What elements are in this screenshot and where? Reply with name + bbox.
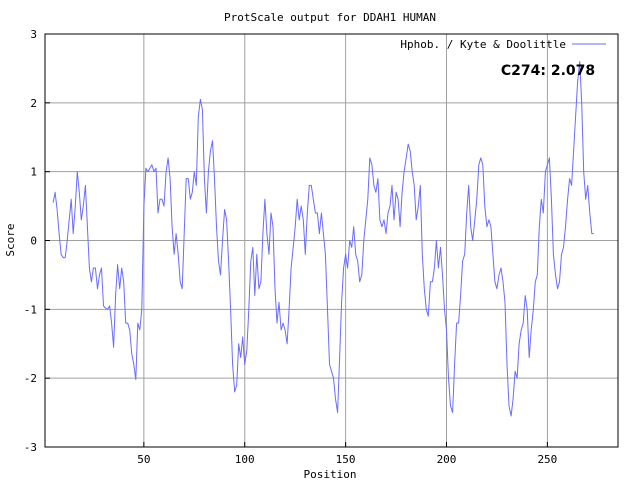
x-tick-label: 250 — [537, 453, 557, 466]
y-tick-label: -1 — [24, 303, 37, 316]
legend-entry-label: Hphob. / Kyte & Doolittle — [400, 38, 566, 51]
y-tick-label: 1 — [30, 166, 37, 179]
x-tick-label: 50 — [137, 453, 150, 466]
y-tick-label: 0 — [30, 235, 37, 248]
x-tick-label: 150 — [336, 453, 356, 466]
x-axis-ticks: 50 100 150 200 250 — [137, 442, 557, 466]
y-tick-label: 2 — [30, 97, 37, 110]
series-layer — [52, 61, 594, 417]
x-tick-label: 200 — [437, 453, 457, 466]
peak-annotation: C274: 2.078 — [501, 63, 595, 79]
y-tick-label: 3 — [30, 28, 37, 41]
y-axis-label: Score — [4, 223, 17, 256]
legend: Hphob. / Kyte & Doolittle — [400, 38, 606, 51]
x-tick-label: 100 — [235, 453, 255, 466]
series-line-hydrophobicity — [52, 61, 594, 417]
grid-lines — [45, 34, 618, 447]
x-axis-label: Position — [304, 468, 357, 481]
y-axis-ticks: -3 -2 -1 0 1 2 3 — [24, 28, 50, 454]
y-tick-label: -2 — [24, 372, 37, 385]
y-tick-label: -3 — [24, 441, 37, 454]
chart-title: ProtScale output for DDAH1 HUMAN — [224, 11, 436, 24]
